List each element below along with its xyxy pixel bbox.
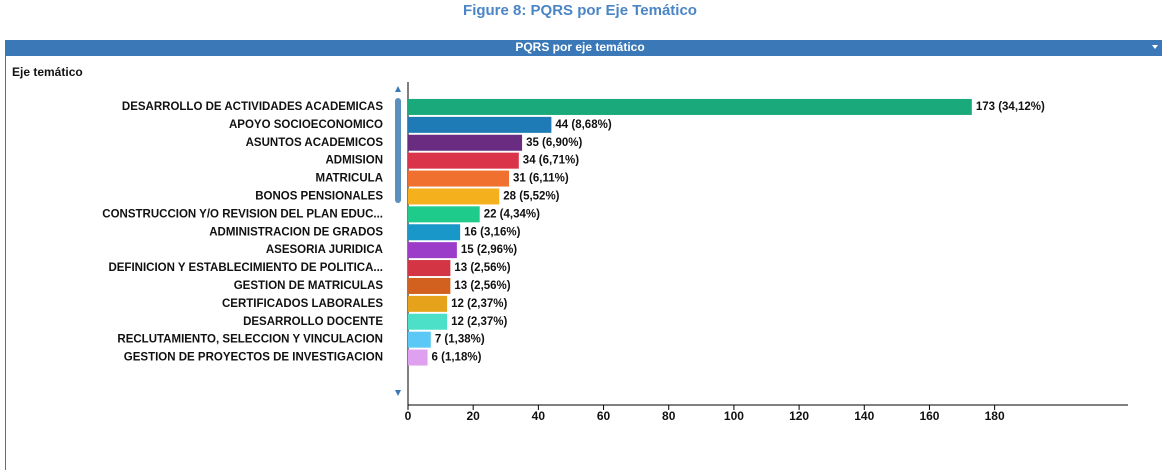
panel-title: PQRS por eje temático [515,40,644,54]
x-tick-label: 180 [985,409,1005,423]
value-label: 12 (2,37%) [451,298,507,310]
y-tick-label: ADMINISTRACION DE GRADOS [209,226,383,238]
axis-label: Eje temático [12,65,83,79]
value-label: 16 (3,16%) [464,226,520,238]
scroll-thumb[interactable] [395,98,401,203]
bar [408,135,522,151]
bar [408,171,509,187]
bar [408,206,480,222]
x-tick-label: 0 [405,409,412,423]
bar [408,350,428,366]
value-label: 34 (6,71%) [523,155,579,167]
value-label: 28 (5,52%) [503,190,559,202]
y-tick-label: GESTION DE PROYECTOS DE INVESTIGACION [124,352,383,364]
bar [408,260,450,276]
y-tick-label: ASUNTOS ACADEMICOS [246,137,384,149]
y-tick-label: ASESORIA JURIDICA [266,244,383,256]
x-tick-label: 40 [532,409,546,423]
value-label: 6 (1,18%) [432,352,482,364]
bar [408,296,447,312]
x-tick-label: 20 [467,409,481,423]
bar [408,99,972,115]
value-label: 44 (8,68%) [555,119,611,131]
x-tick-label: 120 [789,409,809,423]
y-tick-label: CONSTRUCCION Y/O REVISION DEL PLAN EDUC.… [102,208,383,220]
y-tick-label: GESTION DE MATRICULAS [234,280,384,292]
value-label: 13 (2,56%) [454,280,510,292]
y-tick-label: BONOS PENSIONALES [255,190,383,202]
x-tick-label: 60 [597,409,611,423]
x-tick-label: 80 [662,409,676,423]
y-tick-label: APOYO SOCIOECONOMICO [229,119,383,131]
bar [408,224,460,240]
value-label: 15 (2,96%) [461,244,517,256]
figure-caption: Figure 8: PQRS por Eje Temático [463,2,697,19]
bar [408,332,431,348]
bar [408,242,457,258]
y-tick-label: RECLUTAMIENTO, SELECCION Y VINCULACION [117,334,383,346]
x-tick-label: 160 [919,409,939,423]
y-tick-label: DESARROLLO DE ACTIVIDADES ACADEMICAS [122,101,383,113]
y-tick-label: DESARROLLO DOCENTE [243,316,383,328]
bar [408,278,450,294]
value-label: 35 (6,90%) [526,137,582,149]
x-tick-label: 100 [724,409,744,423]
y-tick-label: ADMISION [326,155,384,167]
value-label: 173 (34,12%) [976,101,1045,113]
y-tick-label: DEFINICION Y ESTABLECIMIENTO DE POLITICA… [108,262,383,274]
value-label: 22 (4,34%) [484,208,540,220]
y-tick-label: CERTIFICADOS LABORALES [222,298,383,310]
y-tick-label: MATRICULA [316,173,384,185]
x-tick-label: 140 [854,409,874,423]
value-label: 12 (2,37%) [451,316,507,328]
bar [408,188,499,204]
value-label: 13 (2,56%) [454,262,510,274]
value-label: 31 (6,11%) [513,173,569,185]
bar [408,153,519,169]
bar [408,314,447,330]
value-label: 7 (1,38%) [435,334,485,346]
bar [408,117,551,133]
